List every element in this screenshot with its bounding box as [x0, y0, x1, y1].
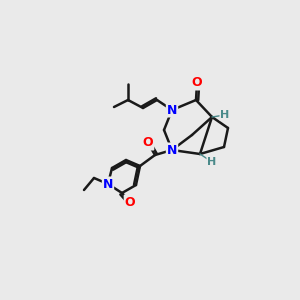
- Text: O: O: [125, 196, 135, 208]
- Text: N: N: [167, 143, 177, 157]
- Text: N: N: [167, 103, 177, 116]
- Text: O: O: [143, 136, 153, 149]
- Text: O: O: [192, 76, 202, 89]
- Text: N: N: [103, 178, 113, 190]
- Text: H: H: [220, 110, 230, 120]
- Text: H: H: [207, 157, 217, 167]
